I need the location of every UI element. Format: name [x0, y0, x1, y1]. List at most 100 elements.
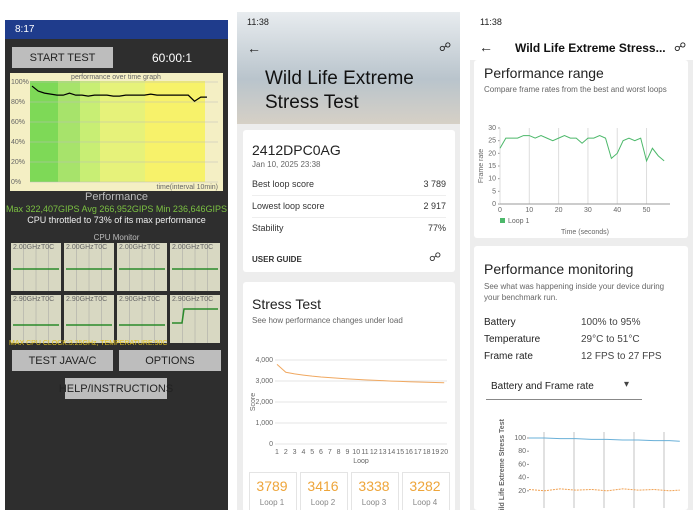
- score-label: Loop 2: [310, 498, 336, 507]
- core-temp: T0C: [41, 296, 54, 303]
- share-icon[interactable]: ☍: [439, 40, 452, 54]
- x-tick-label: 15: [396, 449, 404, 456]
- y-tick-label: 40: [518, 475, 526, 482]
- core-freq: 2.90GHz: [66, 296, 94, 303]
- share-icon[interactable]: ☍: [429, 250, 442, 264]
- row-label: Battery: [484, 317, 516, 328]
- y-tick-label: 25: [488, 138, 496, 145]
- row-label: Temperature: [484, 334, 541, 345]
- title: Wild Life Extreme: [265, 68, 414, 89]
- cpu-monitor: CPU Monitor: [93, 233, 140, 242]
- y-tick-label: 5: [492, 188, 496, 195]
- y-label: 40%: [11, 139, 25, 146]
- x-tick-label: 11: [361, 449, 368, 456]
- core-chart: 2.00GHz T0C: [64, 243, 114, 291]
- row-label: Lowest loop score: [252, 201, 325, 211]
- core-freq: 2.00GHz: [13, 244, 41, 251]
- row-label: Frame rate: [484, 351, 533, 362]
- y-label: 20%: [11, 159, 25, 166]
- start-button[interactable]: START TEST: [12, 47, 113, 68]
- core-temp: T0C: [200, 244, 213, 251]
- y-tick-label: 30: [488, 125, 496, 132]
- score-value: 3338: [358, 478, 390, 494]
- y-tick-label: 1,000: [255, 420, 273, 427]
- x-tick-label: 7: [328, 449, 332, 456]
- x-tick-label: 0: [498, 207, 502, 214]
- y-tick-label: 3,000: [255, 378, 273, 385]
- x-tick-label: 3: [293, 449, 297, 456]
- score-label: Loop 4: [412, 498, 438, 507]
- graph-title: performance over time graph: [71, 74, 161, 81]
- frame-line: [499, 135, 665, 163]
- core-temp: T0C: [94, 296, 107, 303]
- back-arrow[interactable]: ←: [479, 39, 493, 55]
- summary-card: 2412DPC0AG Jan 10, 2025 23:38 Best loop …: [243, 130, 455, 272]
- x-tick-label: 9: [345, 449, 349, 456]
- performance-line: [31, 85, 207, 102]
- core-chart: 2.90GHz T0C: [64, 295, 114, 343]
- stress-card: Stress Test See how performance changes …: [243, 282, 455, 510]
- y-tick-label: 20: [518, 488, 526, 495]
- legend-swatch: [500, 218, 505, 223]
- x-tick-label: 16: [405, 449, 413, 456]
- core-chart: 2.00GHz T0C: [117, 243, 167, 291]
- legend-label: Loop 1: [508, 218, 530, 225]
- detail-screen: 11:38 ← Wild Life Extreme Stress... ☍ Pe…: [470, 12, 693, 510]
- status-time: 11:38: [247, 17, 269, 27]
- section-title: Stress Test: [252, 296, 321, 312]
- core-chart: 2.90GHz T0C: [170, 295, 220, 343]
- user-guide[interactable]: USER GUIDE: [252, 255, 302, 264]
- back-arrow[interactable]: ←: [247, 40, 261, 56]
- x-tick-label: 40: [613, 207, 621, 214]
- divider: [252, 217, 446, 218]
- divider: [252, 195, 446, 196]
- core-temp: T0C: [147, 244, 160, 251]
- throttle: CPU throttled to 73% of its max performa…: [27, 215, 206, 225]
- dropdown[interactable]: Battery and Frame rate: [491, 381, 594, 392]
- x-tick-label: 1: [275, 449, 279, 456]
- core-freq: 2.90GHz: [13, 296, 41, 303]
- section-title: Performance monitoring: [484, 261, 634, 277]
- score-box: [300, 472, 348, 510]
- section-subtitle: See how performance changes under load: [252, 316, 403, 325]
- x-tick-label: 17: [414, 449, 422, 456]
- core-chart: 2.00GHz T0C: [11, 243, 61, 291]
- app-bar: [470, 12, 693, 60]
- y-tick-label: 80: [518, 448, 526, 455]
- share-icon[interactable]: ☍: [674, 40, 687, 54]
- core-freq: 2.90GHz: [172, 296, 200, 303]
- core-chart: 2.90GHz T0C: [117, 295, 167, 343]
- score-box: [402, 472, 450, 510]
- score-label: Loop 3: [361, 498, 387, 507]
- row-value: 3 789: [423, 179, 446, 189]
- section-subtitle: See what was happening inside your devic…: [484, 282, 665, 302]
- x-tick-label: 4: [301, 449, 305, 456]
- y-tick-label: 0: [269, 441, 273, 448]
- core-temp: T0C: [147, 296, 160, 303]
- timer: 60:00:1: [152, 51, 193, 65]
- button[interactable]: HELP/INSTRUCTIONS: [59, 378, 173, 399]
- dropdown-arrow[interactable]: ▾: [624, 379, 630, 390]
- y-label: 100%: [11, 79, 29, 86]
- band: [100, 81, 145, 182]
- row-label: Stability: [252, 223, 284, 233]
- y-tick-label: 4,000: [255, 357, 273, 364]
- button[interactable]: OPTIONS: [119, 350, 221, 371]
- core-temp: T0C: [41, 244, 54, 251]
- header-image: [237, 12, 460, 124]
- monitoring-card: Performance monitoring See what was happ…: [474, 246, 688, 510]
- score-value: 3416: [307, 478, 339, 494]
- y-label: Frame rate: [478, 149, 485, 183]
- core-freq: 2.00GHz: [119, 244, 147, 251]
- x-tick-label: 20: [440, 449, 448, 456]
- row-label: Best loop score: [252, 179, 315, 189]
- button[interactable]: TEST JAVA/C: [12, 350, 113, 371]
- x-tick-label: 2: [284, 449, 288, 456]
- monitoring-chart: Wild Life Extreme Stress Test 100 80 60 40 20: [499, 418, 680, 510]
- row-value: 12 FPS to 27 FPS: [581, 351, 662, 362]
- x-tick-label: 5: [310, 449, 314, 456]
- y-tick-label: 60: [518, 461, 526, 468]
- title: Stress Test: [265, 92, 359, 113]
